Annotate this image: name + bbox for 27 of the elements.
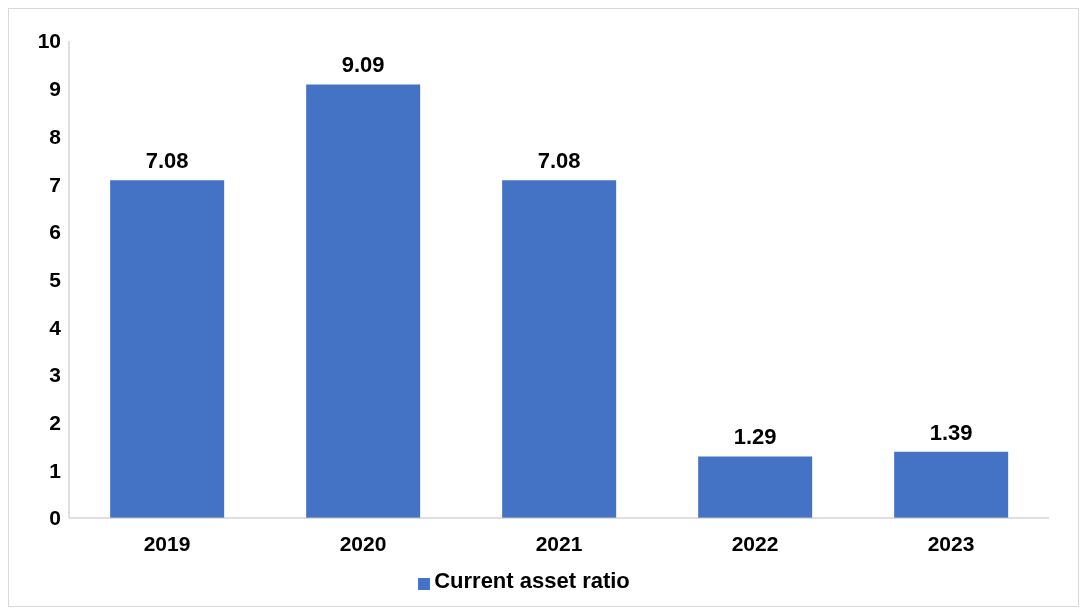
x-tick-label: 2019 xyxy=(143,531,191,555)
y-tick-label: 4 xyxy=(49,315,62,339)
bar xyxy=(698,456,813,518)
y-tick-label: 5 xyxy=(49,267,62,291)
y-tick-label: 1 xyxy=(49,458,62,482)
y-tick-label: 9 xyxy=(49,77,61,101)
x-tick-label: 2020 xyxy=(339,531,387,555)
y-tick-label: 8 xyxy=(49,124,62,148)
y-tick-label: 3 xyxy=(49,363,61,387)
bar xyxy=(110,180,225,518)
bar xyxy=(894,451,1009,518)
bar xyxy=(306,84,421,518)
legend-label: Current asset ratio xyxy=(434,568,630,593)
data-label: 1.39 xyxy=(929,419,973,445)
y-tick-label: 7 xyxy=(49,172,61,196)
data-label: 9.09 xyxy=(341,52,385,78)
data-label: 7.08 xyxy=(145,148,189,174)
x-tick-label: 2022 xyxy=(731,531,779,555)
data-label: 7.08 xyxy=(537,148,581,174)
x-tick-label: 2023 xyxy=(927,531,975,555)
data-label: 1.29 xyxy=(733,424,777,450)
x-tick-label: 2021 xyxy=(535,531,583,555)
y-tick-label: 10 xyxy=(37,29,61,53)
y-tick-label: 0 xyxy=(49,506,61,530)
bar xyxy=(502,180,617,518)
y-tick-label: 6 xyxy=(49,220,61,244)
y-tick-label: 2 xyxy=(49,411,61,435)
